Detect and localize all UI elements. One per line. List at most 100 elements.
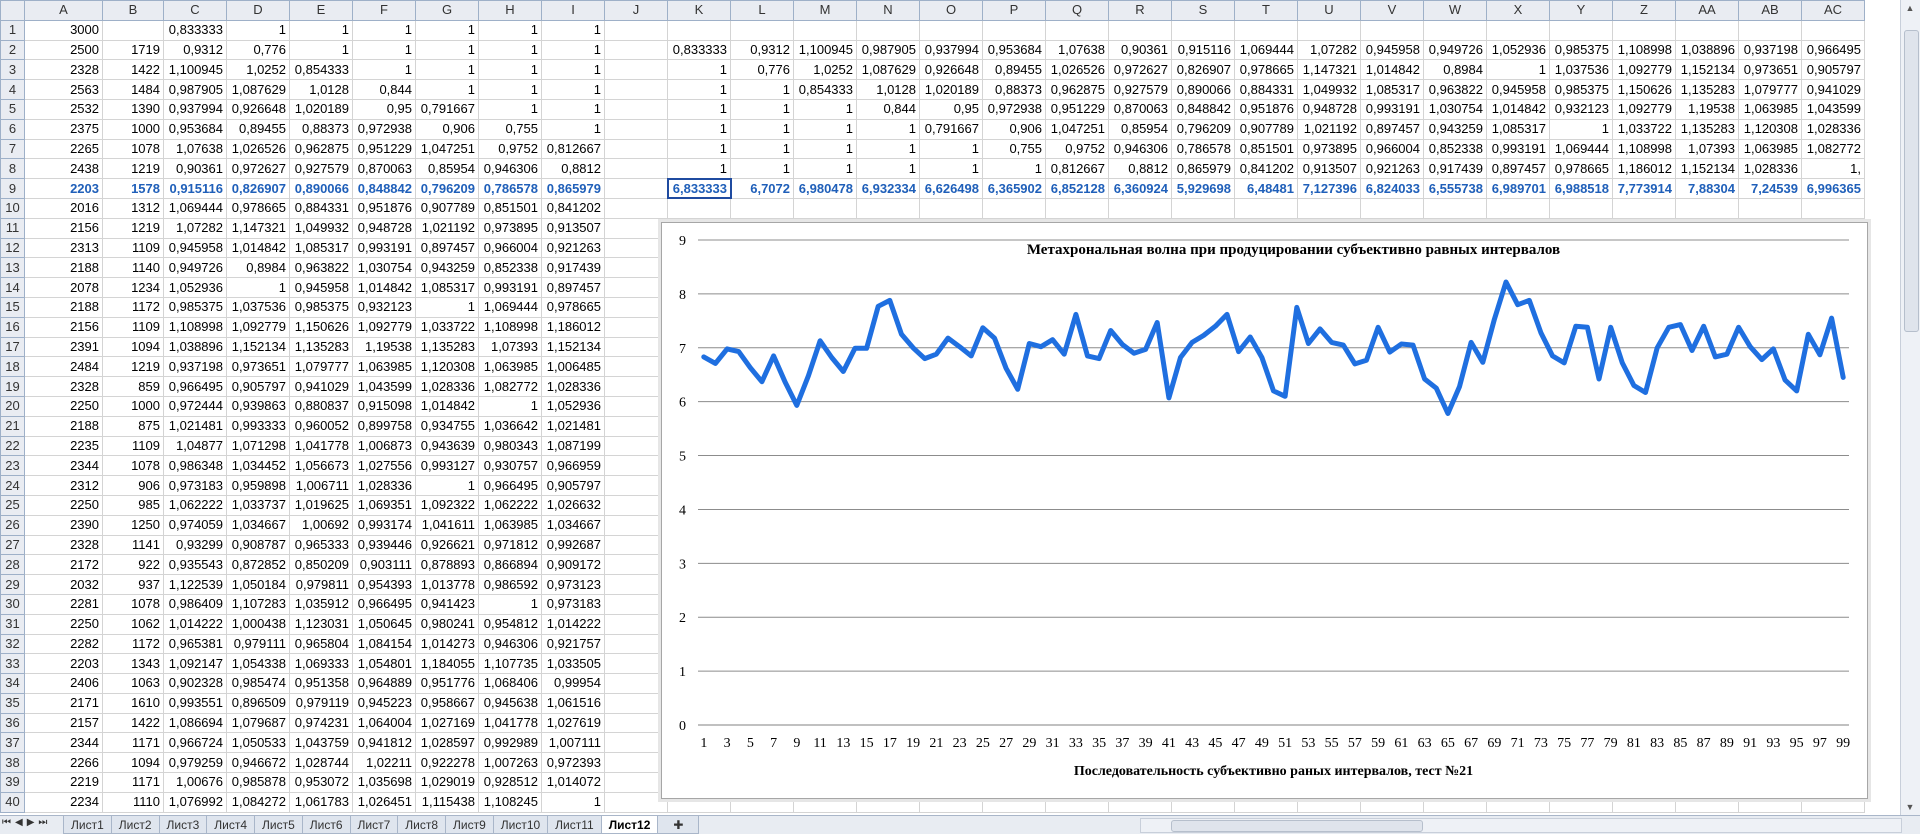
- cell[interactable]: 875: [102, 415, 164, 437]
- cell[interactable]: 0,946306: [478, 158, 542, 180]
- cell[interactable]: 1: [667, 158, 731, 180]
- cell[interactable]: [604, 98, 668, 120]
- cell[interactable]: 2266: [24, 752, 103, 774]
- cell[interactable]: 1,041611: [415, 514, 479, 536]
- column-header-d[interactable]: D: [226, 0, 290, 21]
- cell[interactable]: [604, 356, 668, 378]
- cell[interactable]: 1,150626: [1612, 79, 1676, 100]
- cell[interactable]: 1: [541, 59, 605, 81]
- cell[interactable]: 0,978665: [1234, 59, 1298, 81]
- cell[interactable]: 0,833333: [667, 39, 731, 61]
- cell[interactable]: 0,865979: [541, 178, 605, 199]
- cell[interactable]: 1,147321: [226, 217, 290, 239]
- cell[interactable]: 0,796209: [415, 178, 479, 199]
- cell[interactable]: 1,054801: [352, 653, 416, 675]
- cell[interactable]: 1,085317: [1486, 118, 1550, 140]
- row-header[interactable]: 6: [0, 118, 25, 140]
- cell[interactable]: 1: [667, 98, 731, 120]
- cell[interactable]: 1,087199: [541, 435, 605, 457]
- cell[interactable]: 2203: [24, 653, 103, 675]
- cell[interactable]: 1: [793, 138, 857, 160]
- cell[interactable]: 0,946672: [226, 752, 290, 774]
- cell[interactable]: 0,854333: [289, 59, 353, 81]
- cell[interactable]: 1,079687: [226, 712, 290, 734]
- cell[interactable]: 1,028336: [1801, 118, 1865, 140]
- cell[interactable]: 0,902328: [163, 673, 227, 694]
- cell[interactable]: 1,028336: [415, 376, 479, 397]
- sheet-tab-7[interactable]: Лист7: [349, 816, 399, 834]
- row-header[interactable]: 39: [0, 772, 25, 793]
- cell[interactable]: [1738, 19, 1802, 41]
- cell[interactable]: 2188: [24, 415, 103, 437]
- cell[interactable]: [604, 395, 668, 417]
- cell[interactable]: 1,076992: [163, 791, 227, 813]
- cell[interactable]: 1: [478, 59, 542, 81]
- cell[interactable]: 1,052936: [1486, 39, 1550, 61]
- cell[interactable]: 1,049932: [289, 217, 353, 239]
- cell[interactable]: 1,006873: [352, 435, 416, 457]
- cell[interactable]: 1,043599: [352, 376, 416, 397]
- cell[interactable]: [1675, 19, 1739, 41]
- cell[interactable]: 0,985878: [226, 772, 290, 793]
- cell[interactable]: 0,841202: [1234, 158, 1298, 180]
- cell[interactable]: [1423, 19, 1487, 41]
- column-header-k[interactable]: K: [667, 0, 731, 21]
- cell[interactable]: 0,945958: [1486, 79, 1550, 100]
- cell[interactable]: 1062: [102, 613, 164, 635]
- cell[interactable]: 1: [478, 39, 542, 61]
- cell[interactable]: [604, 712, 668, 734]
- cell[interactable]: 0,953684: [163, 118, 227, 140]
- cell[interactable]: [604, 19, 668, 41]
- cell[interactable]: [1171, 19, 1235, 41]
- column-header-g[interactable]: G: [415, 0, 479, 21]
- cell[interactable]: 1,122539: [163, 574, 227, 595]
- cell[interactable]: 1: [289, 19, 353, 41]
- cell[interactable]: 0,973895: [1297, 138, 1361, 160]
- sheet-tab-2[interactable]: Лист2: [110, 816, 160, 834]
- cell[interactable]: [1360, 19, 1424, 41]
- cell[interactable]: 1,087629: [226, 79, 290, 100]
- cell[interactable]: 0,903111: [352, 554, 416, 576]
- cell[interactable]: 1: [478, 98, 542, 120]
- cell[interactable]: [604, 217, 668, 239]
- cell[interactable]: 0,986409: [163, 593, 227, 615]
- cell[interactable]: 1: [541, 98, 605, 120]
- sheet-tab-5[interactable]: Лист5: [254, 816, 303, 834]
- cell[interactable]: 1: [919, 158, 983, 180]
- cell[interactable]: 0,917439: [541, 257, 605, 279]
- row-header[interactable]: 37: [0, 732, 25, 754]
- column-header-v[interactable]: V: [1360, 0, 1424, 21]
- cell[interactable]: 1,034667: [541, 514, 605, 536]
- cell[interactable]: 1: [541, 79, 605, 100]
- cell[interactable]: 2328: [24, 59, 103, 81]
- cell[interactable]: 0,880837: [289, 395, 353, 417]
- cell[interactable]: 1,100945: [793, 39, 857, 61]
- row-header[interactable]: 17: [0, 336, 25, 358]
- cell[interactable]: 0,972938: [982, 98, 1046, 120]
- row-header[interactable]: 19: [0, 376, 25, 397]
- cell[interactable]: 0,963822: [289, 257, 353, 279]
- column-header-p[interactable]: P: [982, 0, 1046, 21]
- cell[interactable]: 0,884331: [289, 197, 353, 219]
- cell[interactable]: [1045, 197, 1109, 219]
- cell[interactable]: 0,905797: [541, 475, 605, 496]
- cell[interactable]: 1,108245: [478, 791, 542, 813]
- cell[interactable]: 1: [226, 277, 290, 298]
- cell[interactable]: 0,8812: [541, 158, 605, 180]
- cell[interactable]: [604, 494, 668, 516]
- cell[interactable]: [919, 19, 983, 41]
- cell[interactable]: 0,865979: [1171, 158, 1235, 180]
- cell[interactable]: 0,985375: [1549, 39, 1613, 61]
- cell[interactable]: 0,786578: [1171, 138, 1235, 160]
- cell[interactable]: 6,365902: [982, 178, 1046, 199]
- column-header-ab[interactable]: AB: [1738, 0, 1802, 21]
- cell[interactable]: 0,9752: [478, 138, 542, 160]
- cell[interactable]: 1: [730, 118, 794, 140]
- cell[interactable]: 0,979119: [289, 692, 353, 714]
- cell[interactable]: 1219: [102, 217, 164, 239]
- cell[interactable]: 0,791667: [919, 118, 983, 140]
- cell[interactable]: 0,915116: [163, 178, 227, 199]
- cell[interactable]: 2032: [24, 574, 103, 595]
- cell[interactable]: [604, 475, 668, 496]
- cell[interactable]: [604, 158, 668, 180]
